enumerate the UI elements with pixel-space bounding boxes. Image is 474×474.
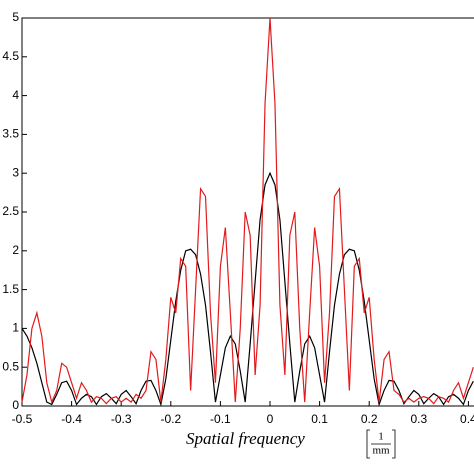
x-tick-label: 0.3 (410, 412, 427, 426)
y-tick-label: 4 (12, 88, 19, 102)
y-tick-label: 3.5 (2, 127, 19, 141)
y-tick-label: 1 (12, 321, 19, 335)
y-tick-label: 1.5 (2, 282, 19, 296)
plot-frame (21, 17, 474, 407)
x-tick-label: -0.3 (111, 412, 132, 426)
x-tick-label: -0.1 (210, 412, 231, 426)
x-axis-label: Spatial frequency (186, 429, 305, 448)
data-line (21, 17, 474, 405)
y-tick-label: 0.5 (2, 359, 19, 373)
y-tick-label: 4.5 (2, 49, 19, 63)
x-tick-label: -0.2 (160, 412, 181, 426)
unit-brackets (366, 429, 396, 459)
x-tick-label: 0.2 (361, 412, 378, 426)
x-tick-label: 0 (267, 412, 274, 426)
y-tick-label: 2.5 (2, 204, 19, 218)
unit-numerator: 1 (378, 431, 384, 443)
y-tick-label: 2 (12, 243, 19, 257)
y-tick-label: 3 (12, 165, 19, 179)
x-tick-label: 0.1 (311, 412, 328, 426)
x-tick-label: -0.5 (12, 412, 33, 426)
y-tick-label: 5 (12, 10, 19, 24)
y-tick-label: 0 (12, 398, 19, 412)
unit-denominator: mm (372, 445, 390, 457)
x-tick-label: -0.4 (61, 412, 82, 426)
data-line (21, 171, 474, 407)
x-tick-label: 0.4 (460, 412, 474, 426)
